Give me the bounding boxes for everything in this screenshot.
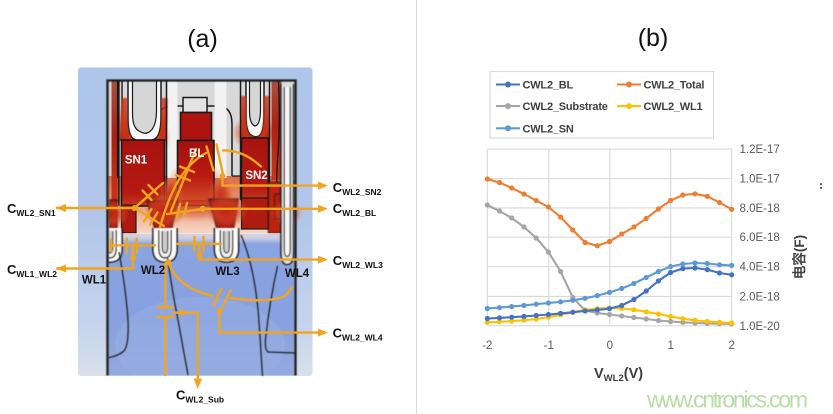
svg-text:0: 0: [607, 340, 613, 352]
svg-text:-1: -1: [544, 340, 554, 352]
svg-text:CWL2_SN: CWL2_SN: [523, 123, 574, 135]
svg-text:1.0E-17: 1.0E-17: [740, 174, 780, 186]
svg-text:CWL2_SN1: CWL2_SN1: [7, 201, 56, 218]
svg-text:(a): (a): [187, 25, 218, 53]
svg-text:CWL2_SN2: CWL2_SN2: [333, 180, 382, 197]
svg-text:CWL2_Total: CWL2_Total: [644, 80, 705, 92]
svg-text:CWL2_BL: CWL2_BL: [523, 80, 574, 92]
svg-text:CWL2_Sub: CWL2_Sub: [176, 388, 224, 405]
svg-text:BL: BL: [189, 148, 204, 160]
svg-text:WL4: WL4: [285, 268, 310, 280]
svg-text:..: ..: [810, 182, 825, 190]
svg-text:6.0E-18: 6.0E-18: [740, 232, 780, 244]
svg-text:1: 1: [667, 340, 673, 352]
svg-text:www.cntronics.com: www.cntronics.com: [646, 387, 808, 413]
svg-text:CWL2_Substrate: CWL2_Substrate: [523, 101, 608, 113]
svg-text:4.0E-18: 4.0E-18: [740, 262, 780, 274]
svg-text:VWL2(V): VWL2(V): [594, 366, 643, 384]
svg-text:WL3: WL3: [215, 266, 239, 278]
svg-text:2: 2: [728, 340, 734, 352]
svg-text:1.2E-17: 1.2E-17: [740, 144, 780, 156]
svg-text:CWL2_WL1: CWL2_WL1: [644, 101, 703, 113]
svg-text:WL2: WL2: [141, 265, 165, 277]
svg-text:CWL2_BL: CWL2_BL: [333, 201, 376, 218]
svg-text:SN2: SN2: [245, 170, 267, 182]
svg-text:SN1: SN1: [125, 155, 148, 167]
svg-text:8.0E-18: 8.0E-18: [740, 203, 780, 215]
svg-text:CWL1_WL2: CWL1_WL2: [7, 262, 57, 279]
svg-text:(b): (b): [638, 24, 669, 52]
svg-text:CWL2_WL4: CWL2_WL4: [333, 326, 383, 343]
svg-text:2.0E-18: 2.0E-18: [740, 291, 780, 303]
svg-text:1.0E-20: 1.0E-20: [740, 321, 780, 333]
svg-text:CWL2_WL3: CWL2_WL3: [333, 253, 383, 270]
svg-text:-2: -2: [482, 340, 492, 352]
svg-text:电容(F): 电容(F): [791, 235, 807, 279]
svg-text:WL1: WL1: [82, 275, 107, 287]
